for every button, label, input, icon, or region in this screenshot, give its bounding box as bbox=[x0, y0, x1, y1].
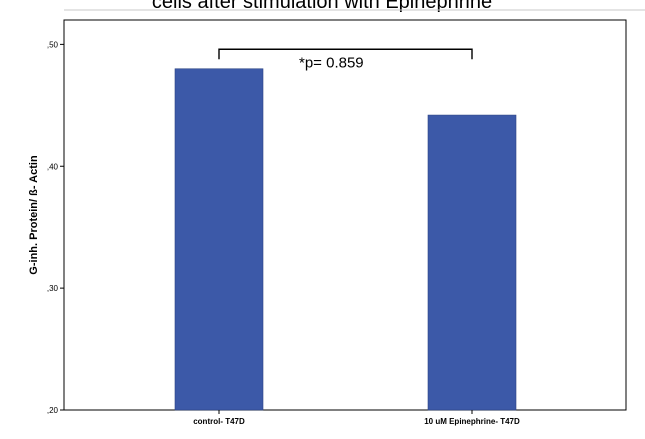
bar bbox=[427, 114, 517, 411]
chart-title: cells after stimulation with Epinephrine bbox=[152, 0, 492, 13]
annotations-group: *p= 0.859 bbox=[218, 48, 473, 71]
p-value-annotation: *p= 0.859 bbox=[299, 54, 364, 71]
y-tick-label: ,20 bbox=[47, 406, 59, 415]
x-axis-labels: control- T47D 10 uM Epinephrine- T47D bbox=[193, 410, 520, 426]
y-axis-label: G-inh. Protein/ ß- Actin bbox=[28, 155, 40, 275]
x-tick-label: 10 uM Epinephrine- T47D bbox=[424, 417, 520, 426]
y-tick-label: ,50 bbox=[47, 40, 59, 49]
plot-frame bbox=[63, 19, 627, 411]
significance-bracket bbox=[218, 48, 473, 60]
x-tick-label: control- T47D bbox=[193, 417, 245, 426]
y-axis-ticks: ,20 ,30 ,40 ,50 bbox=[47, 40, 64, 415]
y-tick-label: ,30 bbox=[47, 284, 59, 293]
y-tick-label: ,40 bbox=[47, 162, 59, 171]
bars-group bbox=[174, 68, 517, 411]
bar bbox=[174, 68, 264, 411]
